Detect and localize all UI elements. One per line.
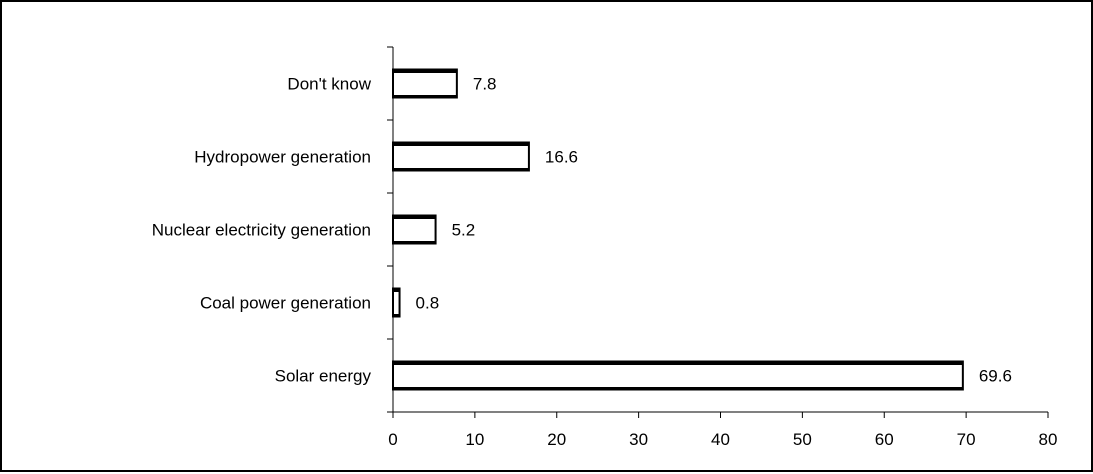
category-label-don-t-know: Don't know bbox=[287, 75, 371, 94]
bars-group bbox=[392, 68, 964, 391]
data-label-coal-power-generation: 0.8 bbox=[416, 294, 440, 313]
x-tick-label-60: 60 bbox=[875, 430, 894, 449]
category-label-coal-power-generation: Coal power generation bbox=[200, 294, 371, 313]
bar-coal-power-generation bbox=[392, 287, 401, 318]
bar-solar-energy bbox=[392, 360, 964, 391]
category-label-solar-energy: Solar energy bbox=[275, 367, 372, 386]
axes-group bbox=[387, 46, 1049, 418]
x-tick-label-10: 10 bbox=[465, 430, 484, 449]
bar-hydropower-generation bbox=[392, 141, 530, 172]
x-tick-label-80: 80 bbox=[1039, 430, 1058, 449]
x-tick-label-70: 70 bbox=[957, 430, 976, 449]
bar-nuclear-electricity-generation bbox=[392, 214, 437, 245]
x-tick-label-0: 0 bbox=[388, 430, 397, 449]
x-tick-label-30: 30 bbox=[629, 430, 648, 449]
data-label-hydropower-generation: 16.6 bbox=[545, 148, 578, 167]
x-tick-label-20: 20 bbox=[547, 430, 566, 449]
data-label-nuclear-electricity-generation: 5.2 bbox=[452, 221, 476, 240]
category-label-nuclear-electricity-generation: Nuclear electricity generation bbox=[152, 221, 371, 240]
labels-group: Solar energy 69.6 Coal power generation 0.8… bbox=[152, 75, 1058, 450]
data-label-don-t-know: 7.8 bbox=[473, 75, 497, 94]
x-tick-label-50: 50 bbox=[793, 430, 812, 449]
x-tick-label-40: 40 bbox=[711, 430, 730, 449]
data-label-solar-energy: 69.6 bbox=[979, 367, 1012, 386]
category-label-hydropower-generation: Hydropower generation bbox=[194, 148, 371, 167]
bar-don-t-know bbox=[392, 68, 458, 99]
